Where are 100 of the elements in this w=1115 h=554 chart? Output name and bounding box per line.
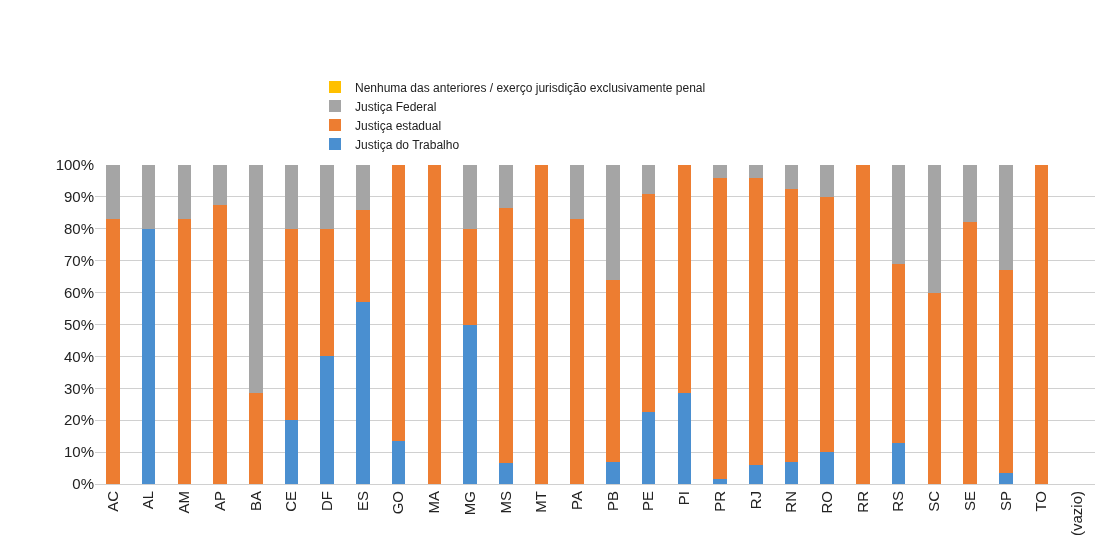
- bar: [677, 165, 692, 394]
- x-tick-label: SC: [925, 490, 943, 512]
- bar: [356, 302, 370, 484]
- bar: [927, 292, 942, 484]
- y-tick-label: 0%: [72, 475, 94, 493]
- bar: [320, 228, 334, 357]
- bar: [427, 165, 442, 484]
- y-tick-label: 50%: [63, 315, 94, 333]
- x-tick-label: RS: [889, 491, 907, 512]
- x-tick-label: RN: [782, 491, 800, 513]
- bar: [570, 165, 584, 220]
- x-tick-label: AP: [210, 491, 228, 512]
- bar: [891, 442, 906, 484]
- bar: [748, 165, 763, 178]
- bar: [463, 228, 477, 325]
- bar: [106, 165, 120, 220]
- bar: [998, 165, 1013, 271]
- bar: [713, 165, 727, 178]
- bar: [248, 165, 263, 394]
- y-tick-label: 90%: [63, 188, 94, 206]
- bar: [356, 209, 370, 303]
- bar: [177, 165, 192, 220]
- bar: [498, 463, 513, 484]
- x-tick-label: BA: [246, 491, 264, 512]
- y-tick-label: 70%: [63, 251, 94, 269]
- x-tick-label: AC: [103, 490, 121, 512]
- y-tick-label: 80%: [63, 220, 94, 238]
- bar: [606, 461, 620, 484]
- bar: [106, 219, 120, 484]
- x-tick-label: MS: [496, 491, 514, 514]
- y-tick-label: 60%: [63, 283, 94, 301]
- x-tick-label: TO: [1032, 491, 1050, 512]
- bar: [463, 324, 477, 484]
- y-tick-label: 100%: [55, 156, 94, 174]
- bar: [391, 440, 406, 484]
- x-tick-label: SE: [960, 491, 978, 512]
- x-tick-label: GO: [389, 491, 407, 515]
- bar: [320, 165, 334, 229]
- legend-label: Justiça Federal: [355, 99, 437, 114]
- bar: [284, 165, 299, 229]
- bar: [927, 165, 942, 293]
- bar: [141, 228, 156, 484]
- bar: [463, 165, 477, 229]
- x-tick-label: MA: [425, 491, 443, 514]
- bar: [963, 222, 977, 484]
- y-tick-label: 40%: [63, 347, 94, 365]
- y-tick-label: 30%: [63, 379, 94, 397]
- legend-label: Justiça estadual: [355, 118, 442, 133]
- bar: [963, 165, 977, 223]
- bar: [713, 177, 727, 480]
- y-tick-label: 20%: [63, 411, 94, 429]
- bar: [356, 165, 370, 210]
- bar: [213, 165, 227, 205]
- legend-label: Justiça do Trabalho: [355, 137, 460, 152]
- x-tick-label: ES: [353, 491, 371, 512]
- x-tick-label: RR: [853, 490, 871, 513]
- bar: [641, 193, 656, 413]
- bar: [320, 356, 334, 484]
- x-tick-label: PB: [603, 491, 621, 512]
- bar: [820, 452, 834, 484]
- bar: [141, 165, 156, 229]
- bar: [284, 420, 299, 484]
- x-tick-label: (vazio): [1068, 491, 1086, 537]
- x-tick-label: CE: [282, 491, 300, 512]
- x-tick-label: PA: [568, 491, 586, 510]
- bar: [891, 165, 906, 264]
- bar: [284, 228, 299, 421]
- bar: [498, 208, 513, 464]
- bar: [891, 263, 906, 443]
- bar: [391, 165, 406, 441]
- x-tick-label: DF: [318, 491, 336, 511]
- x-tick-label: RJ: [746, 491, 764, 510]
- x-tick-label: MT: [532, 491, 550, 513]
- bar: [606, 165, 620, 280]
- x-tick-label: AM: [175, 491, 193, 514]
- bar: [1034, 165, 1049, 484]
- bar: [820, 196, 834, 453]
- bar: [677, 393, 692, 484]
- bar: [713, 479, 727, 484]
- bar: [748, 464, 763, 484]
- bar: [784, 461, 799, 484]
- bar: [534, 165, 549, 484]
- bar: [641, 412, 656, 484]
- x-tick-label: PE: [639, 491, 657, 512]
- bar: [641, 165, 656, 194]
- bar: [748, 177, 763, 465]
- x-tick-label: RO: [818, 491, 836, 514]
- bar: [820, 165, 834, 197]
- x-tick-label: PR: [710, 490, 728, 512]
- x-tick-label: MG: [460, 491, 478, 516]
- bar: [998, 270, 1013, 473]
- legend-label: Nenhuma das anteriores / exerço jurisdição exclusivamente penal: [355, 80, 706, 95]
- bar: [177, 219, 192, 484]
- bar: [570, 219, 584, 484]
- bar: [856, 165, 870, 484]
- bar: [213, 204, 227, 484]
- bar: [784, 188, 799, 462]
- x-tick-label: AL: [139, 491, 157, 510]
- x-tick-label: PI: [675, 491, 693, 506]
- bar: [498, 165, 513, 209]
